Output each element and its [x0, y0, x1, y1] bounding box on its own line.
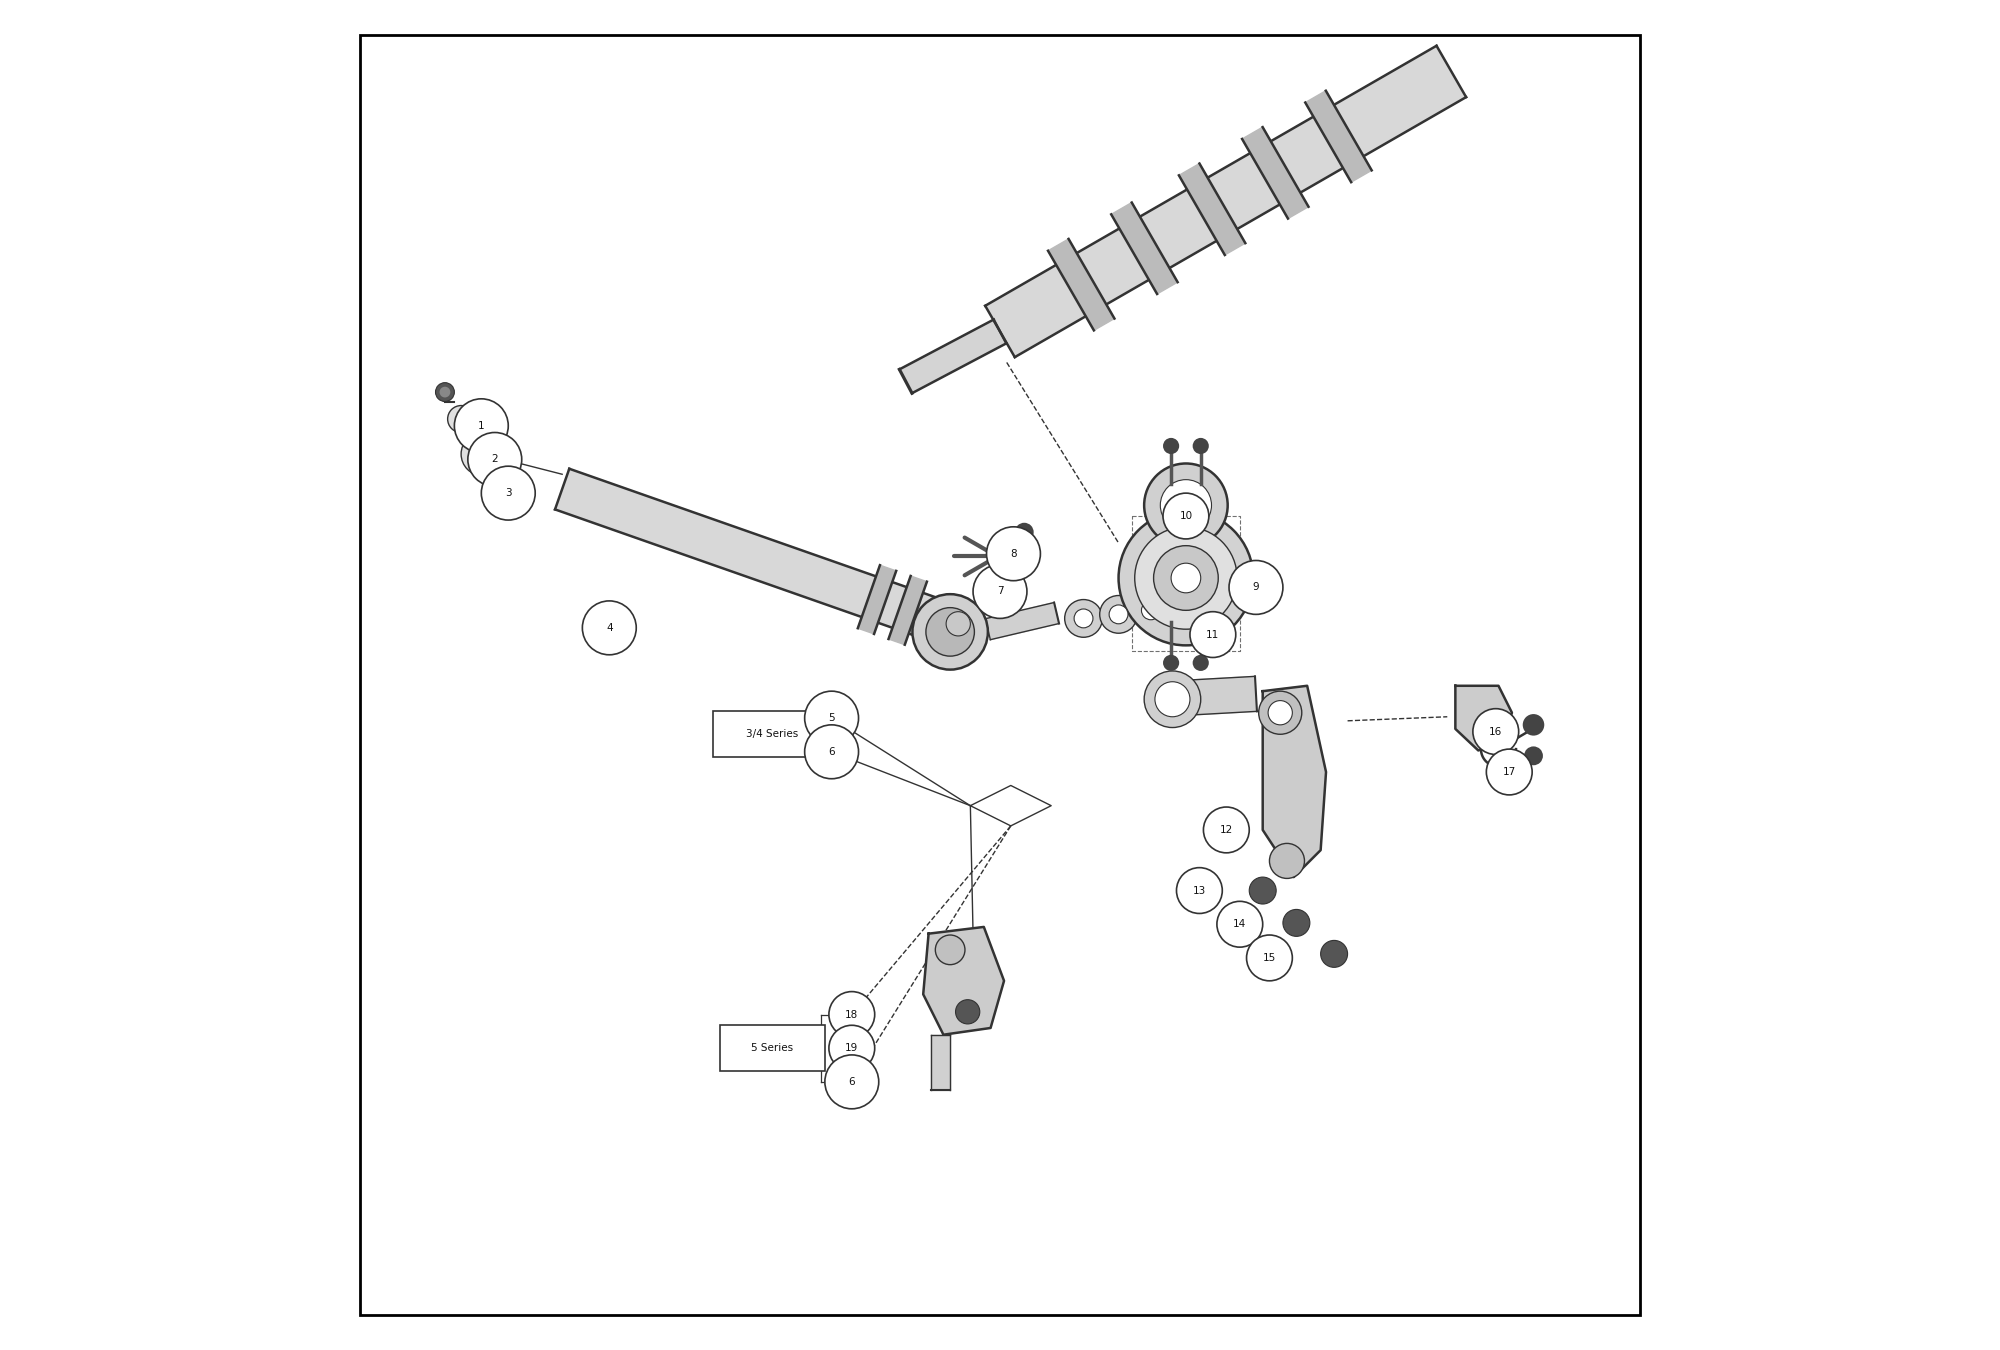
Circle shape: [974, 564, 1026, 618]
Circle shape: [1192, 655, 1208, 671]
Text: 9: 9: [1252, 582, 1260, 593]
Circle shape: [824, 1054, 878, 1108]
Text: 12: 12: [1220, 825, 1232, 834]
Polygon shape: [1112, 202, 1178, 294]
Circle shape: [926, 608, 974, 656]
Text: 13: 13: [1192, 886, 1206, 895]
Circle shape: [946, 612, 970, 636]
Text: 19: 19: [846, 1044, 858, 1053]
Circle shape: [1154, 545, 1218, 610]
Text: 18: 18: [846, 1010, 858, 1019]
Text: 10: 10: [1180, 512, 1192, 521]
Circle shape: [436, 382, 454, 401]
Circle shape: [1064, 599, 1102, 637]
Polygon shape: [1262, 686, 1326, 878]
Circle shape: [804, 691, 858, 745]
Polygon shape: [1456, 686, 1512, 751]
Circle shape: [828, 992, 874, 1037]
Circle shape: [1282, 910, 1310, 937]
Text: 6: 6: [828, 747, 834, 757]
Polygon shape: [556, 468, 954, 644]
Circle shape: [448, 405, 474, 432]
Polygon shape: [1048, 239, 1114, 331]
Circle shape: [1230, 560, 1282, 614]
Circle shape: [804, 725, 858, 779]
Text: 1: 1: [478, 421, 484, 431]
Circle shape: [440, 386, 450, 397]
Text: 11: 11: [1206, 629, 1220, 640]
Polygon shape: [1306, 90, 1372, 182]
Circle shape: [468, 432, 522, 486]
FancyBboxPatch shape: [360, 35, 1640, 1315]
Text: 4: 4: [606, 622, 612, 633]
Circle shape: [454, 398, 508, 452]
Circle shape: [1154, 682, 1190, 717]
Circle shape: [1160, 479, 1212, 531]
Circle shape: [1134, 526, 1238, 629]
Circle shape: [1142, 601, 1160, 620]
Circle shape: [1268, 701, 1292, 725]
Text: 2: 2: [492, 455, 498, 464]
Circle shape: [1132, 591, 1170, 629]
Polygon shape: [1178, 163, 1246, 255]
Circle shape: [1164, 655, 1180, 671]
Text: 6: 6: [848, 1077, 856, 1087]
Polygon shape: [900, 320, 1006, 393]
Circle shape: [462, 432, 504, 475]
Circle shape: [912, 594, 988, 670]
Circle shape: [1172, 563, 1200, 593]
FancyBboxPatch shape: [720, 1025, 824, 1071]
Circle shape: [1100, 595, 1138, 633]
Text: 7: 7: [996, 586, 1004, 597]
Text: 14: 14: [1234, 919, 1246, 929]
Circle shape: [1246, 936, 1292, 981]
Circle shape: [828, 1025, 874, 1071]
Circle shape: [1074, 609, 1092, 628]
Text: 5: 5: [828, 713, 834, 724]
Polygon shape: [1242, 127, 1308, 219]
Text: 3: 3: [504, 489, 512, 498]
Circle shape: [482, 466, 536, 520]
Circle shape: [1192, 437, 1208, 454]
Circle shape: [956, 1000, 980, 1023]
Circle shape: [1176, 868, 1222, 914]
Circle shape: [1014, 522, 1034, 541]
Polygon shape: [858, 566, 896, 634]
Circle shape: [1110, 605, 1128, 624]
Polygon shape: [932, 1034, 950, 1089]
Circle shape: [1320, 941, 1348, 968]
Text: 5 Series: 5 Series: [752, 1044, 794, 1053]
Circle shape: [1216, 902, 1262, 948]
Text: 15: 15: [1262, 953, 1276, 963]
Circle shape: [1144, 671, 1200, 728]
Circle shape: [474, 444, 492, 463]
Circle shape: [582, 601, 636, 655]
Circle shape: [456, 413, 466, 424]
Polygon shape: [924, 927, 1004, 1034]
Circle shape: [1486, 749, 1532, 795]
Circle shape: [1204, 807, 1250, 853]
Polygon shape: [986, 46, 1466, 358]
Circle shape: [1524, 747, 1542, 765]
Circle shape: [1250, 878, 1276, 904]
Circle shape: [1144, 463, 1228, 547]
Circle shape: [1190, 612, 1236, 657]
Circle shape: [1522, 714, 1544, 736]
Circle shape: [1258, 691, 1302, 734]
Text: 3/4 Series: 3/4 Series: [746, 729, 798, 740]
FancyBboxPatch shape: [714, 711, 832, 757]
Polygon shape: [1158, 676, 1256, 717]
Circle shape: [1472, 709, 1518, 755]
Polygon shape: [888, 576, 926, 645]
Text: 17: 17: [1502, 767, 1516, 778]
Text: 16: 16: [1490, 726, 1502, 737]
Circle shape: [1270, 844, 1304, 879]
Polygon shape: [986, 602, 1060, 640]
Text: 8: 8: [1010, 548, 1016, 559]
Circle shape: [1118, 510, 1254, 645]
Circle shape: [936, 936, 964, 965]
Circle shape: [1164, 437, 1180, 454]
Circle shape: [1164, 493, 1208, 539]
Circle shape: [986, 526, 1040, 580]
